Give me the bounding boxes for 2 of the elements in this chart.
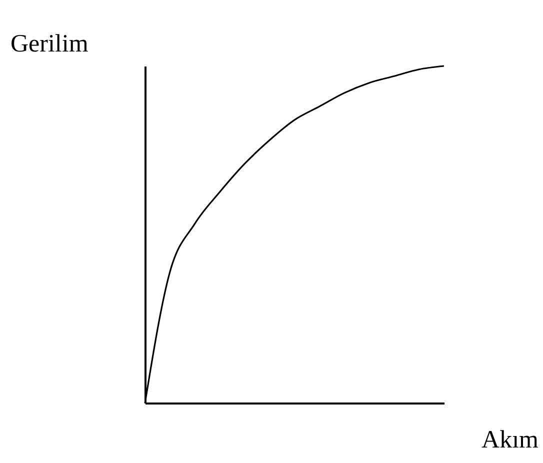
x-axis-title: Akım — [482, 426, 540, 454]
y-axis-title: Gerilim — [10, 30, 89, 58]
